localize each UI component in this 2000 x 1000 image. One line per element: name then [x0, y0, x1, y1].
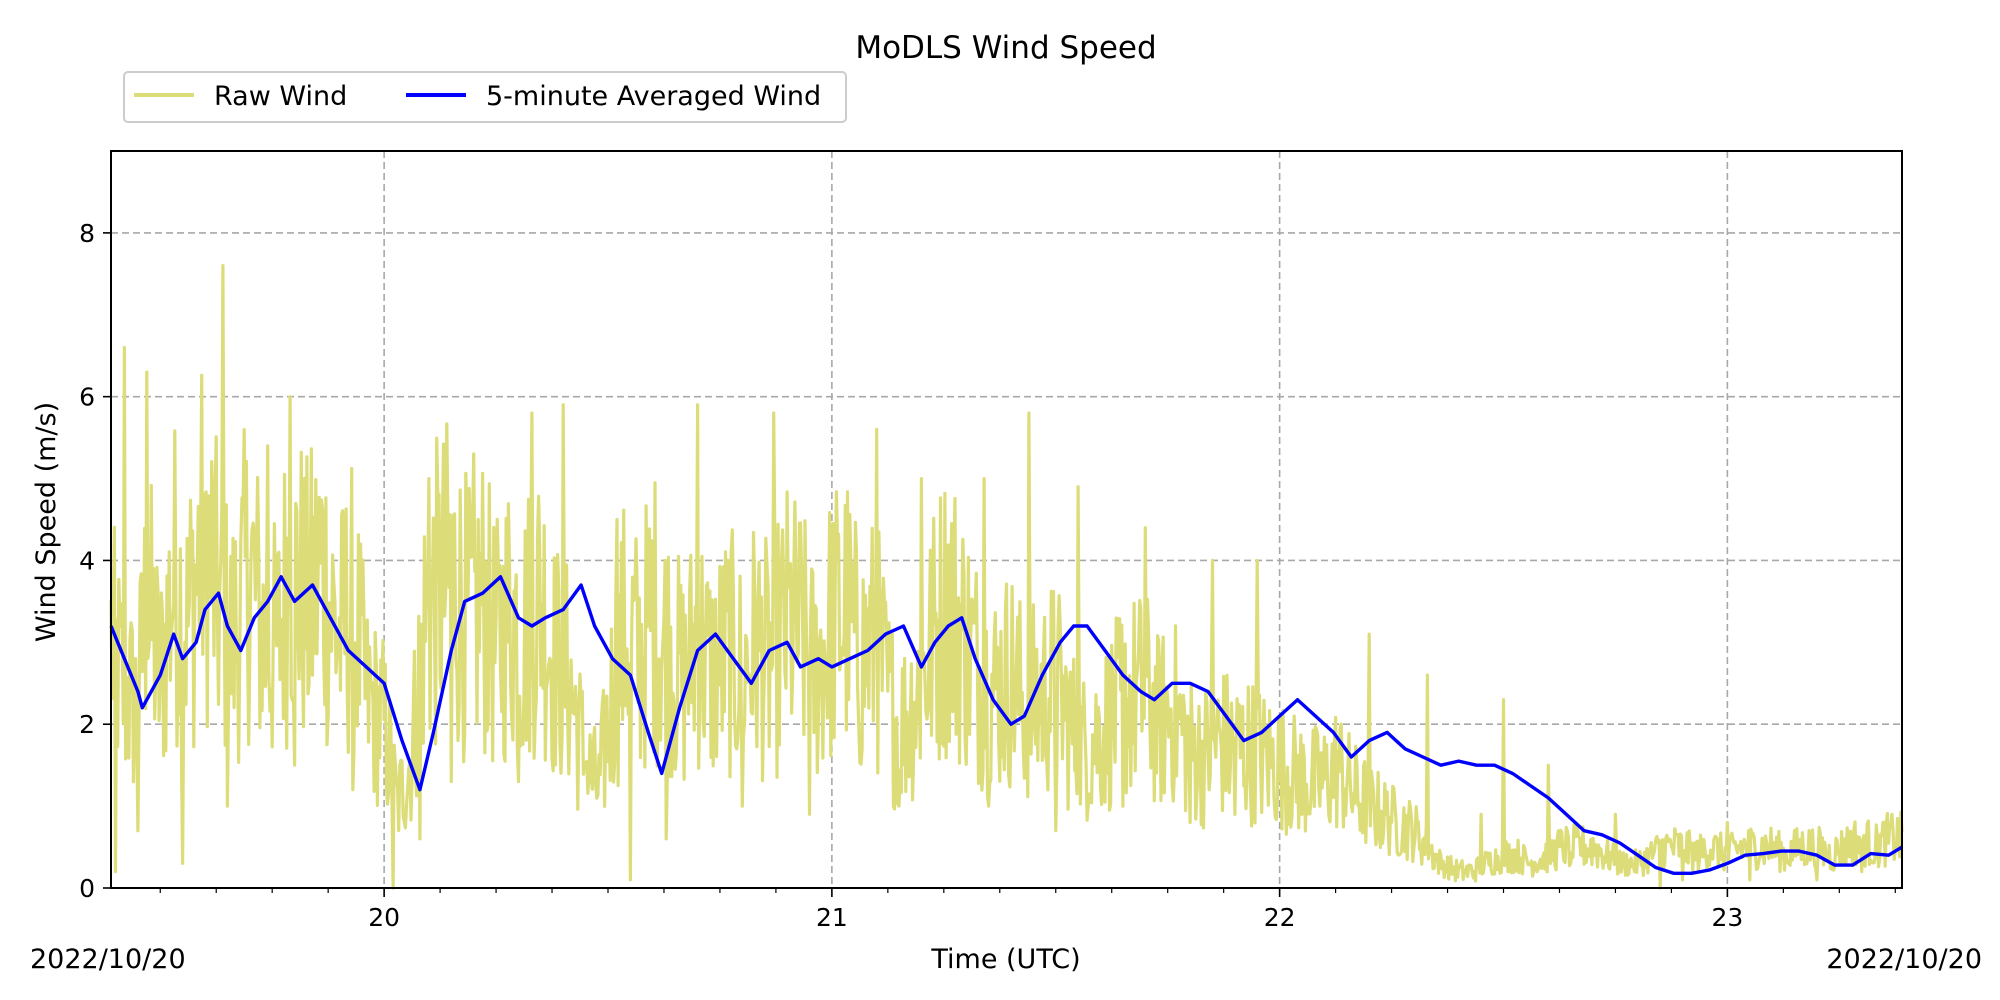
series-averaged-wind-line	[109, 575, 1903, 875]
plot-series	[109, 264, 1904, 890]
y-tick-label: 0	[79, 874, 95, 903]
y-tick-label: 8	[79, 219, 95, 248]
axes: 0 2 4 6 8 20 21 22 23	[79, 150, 1903, 932]
y-axis-label: Wind Speed (m/s)	[31, 402, 62, 642]
x-axis-label: Time (UTC)	[930, 944, 1080, 975]
date-right-label: 2022/10/20	[1826, 944, 1982, 975]
x-tick-label: 21	[816, 903, 848, 932]
grid-lines	[111, 151, 1902, 888]
plot-frame	[110, 150, 1903, 889]
legend-raw-wind-label: Raw Wind	[214, 81, 347, 112]
x-tick-label: 20	[368, 903, 400, 932]
series-raw-wind-line	[109, 264, 1904, 890]
chart-title: MoDLS Wind Speed	[855, 30, 1156, 66]
x-tick-label: 23	[1711, 903, 1743, 932]
legend-box	[123, 71, 847, 123]
legend-averaged-wind-label: 5-minute Averaged Wind	[486, 81, 821, 112]
y-tick-label: 2	[79, 710, 95, 739]
x-tick-label: 22	[1264, 903, 1296, 932]
y-tick-label: 4	[79, 546, 95, 575]
legend: Raw Wind 5-minute Averaged Wind	[123, 71, 847, 123]
date-left-label: 2022/10/20	[30, 944, 186, 975]
y-tick-label: 6	[79, 383, 95, 412]
